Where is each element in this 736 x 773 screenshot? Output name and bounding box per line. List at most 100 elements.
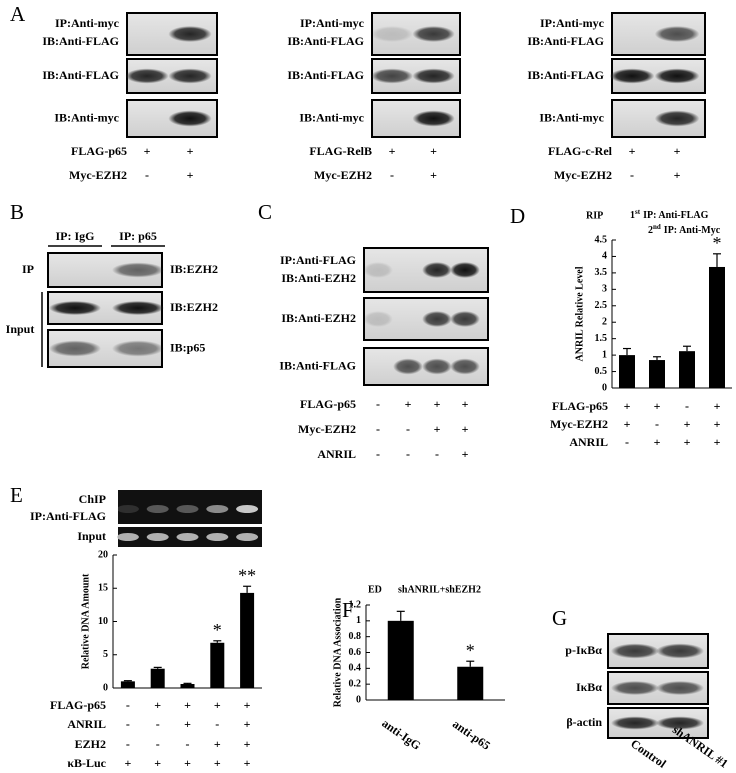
y-tick-label: 0.5 [595, 366, 608, 377]
condition-mark: + [462, 422, 469, 436]
condition-mark: + [624, 399, 631, 413]
blot-band [363, 311, 393, 327]
blot-band [168, 110, 212, 127]
condition-mark: - [406, 422, 410, 436]
blot-label: IB:EZH2 [170, 300, 218, 314]
condition-mark: - [406, 447, 410, 461]
condition-mark: - [655, 417, 659, 431]
blot-label: IB:Anti-FLAG [527, 68, 604, 82]
blot-label: IB:Anti-FLAG [287, 68, 364, 82]
group-label: IP [22, 262, 34, 276]
condition-mark: + [244, 756, 251, 770]
y-tick-label: 3 [602, 284, 607, 295]
chart-subtitle: shANRIL+shEZH2 [398, 584, 481, 595]
panel-letter: E [10, 483, 23, 507]
condition-mark: - [376, 397, 380, 411]
gel-band [116, 505, 139, 513]
condition-mark: - [376, 447, 380, 461]
gel-band [236, 533, 259, 541]
condition-mark: + [430, 144, 437, 158]
condition-mark: + [434, 422, 441, 436]
gel-band [236, 505, 259, 513]
blot-label: IP:Anti-myc [540, 16, 605, 30]
panel-letter: G [552, 606, 567, 630]
condition-mark: + [434, 397, 441, 411]
condition-mark: - [156, 717, 160, 731]
blot-band [370, 26, 414, 42]
y-tick-label: 4 [602, 251, 607, 262]
blot-label: IB:Anti-myc [539, 110, 604, 124]
lane-label: Control [628, 736, 669, 771]
condition-mark: + [389, 144, 396, 158]
condition-mark: - [630, 168, 634, 182]
condition-name: Myc-EZH2 [314, 168, 372, 182]
condition-name: FLAG-RelB [309, 144, 372, 158]
condition-mark: + [144, 144, 151, 158]
bar [210, 642, 225, 688]
y-tick-label: 0.6 [349, 647, 362, 658]
condition-mark: + [184, 698, 191, 712]
condition-mark: - [376, 422, 380, 436]
y-tick-label: 20 [98, 549, 108, 560]
chart-subtitle: 1st IP: Anti-FLAG [630, 208, 709, 222]
lane-label: IP: p65 [119, 229, 157, 243]
bar [150, 668, 165, 688]
condition-name: Myc-EZH2 [550, 417, 608, 431]
blot-band [112, 300, 164, 316]
blot-band [611, 680, 659, 696]
condition-name: EZH2 [75, 737, 106, 751]
condition-name: FLAG-c-Rel [548, 144, 613, 158]
condition-mark: + [714, 399, 721, 413]
y-axis-label: ANRIL Relative Level [574, 266, 585, 361]
condition-mark: + [629, 144, 636, 158]
y-tick-label: 1 [356, 615, 361, 626]
y-tick-label: 1.5 [595, 333, 608, 344]
chart-subtitle: 2nd IP: Anti-Myc [648, 223, 721, 237]
condition-name: FLAG-p65 [300, 397, 356, 411]
condition-mark: - [145, 168, 149, 182]
blot-label: IB:Anti-myc [54, 110, 119, 124]
bar [619, 355, 635, 388]
condition-mark: + [462, 397, 469, 411]
condition-mark: + [187, 168, 194, 182]
condition-name: Myc-EZH2 [554, 168, 612, 182]
subtitle-number: 1 [630, 210, 635, 221]
blot-label: IB:Anti-myc [299, 110, 364, 124]
condition-mark: + [214, 698, 221, 712]
blot-band [168, 26, 212, 42]
blot-label: IκBα [576, 680, 602, 694]
condition-mark: + [624, 417, 631, 431]
y-tick-label: 10 [98, 616, 108, 627]
gel-band [116, 533, 139, 541]
y-tick-label: 0 [103, 682, 108, 693]
subtitle-text: IP: Anti-FLAG [643, 210, 709, 221]
subtitle-superscript: st [635, 208, 641, 216]
blot-band [422, 311, 452, 327]
condition-mark: + [214, 756, 221, 770]
lane-label: IP: IgG [56, 229, 95, 243]
y-tick-label: 3.5 [595, 267, 608, 278]
blot-band [450, 311, 480, 327]
blot-band [49, 340, 101, 357]
blot-band [412, 110, 455, 127]
panel-letter: D [510, 204, 525, 228]
blot-band [49, 300, 101, 316]
gel-label: ChIP [79, 492, 106, 506]
blot-band [450, 262, 480, 278]
condition-name: ANRIL [317, 447, 356, 461]
blot-band [611, 716, 659, 730]
condition-mark: + [654, 435, 661, 449]
condition-mark: + [654, 399, 661, 413]
condition-mark: + [462, 447, 469, 461]
y-axis-label: Relative DNA Association [332, 597, 343, 707]
y-axis-label: Relative DNA Amount [80, 573, 91, 669]
bar [709, 266, 725, 388]
condition-mark: + [430, 168, 437, 182]
significance-mark: * [466, 640, 475, 660]
y-tick-label: 5 [103, 649, 108, 660]
condition-name: ANRIL [67, 717, 106, 731]
x-tick-label: anti-p65 [450, 717, 493, 753]
condition-mark: - [126, 717, 130, 731]
condition-mark: + [184, 717, 191, 731]
